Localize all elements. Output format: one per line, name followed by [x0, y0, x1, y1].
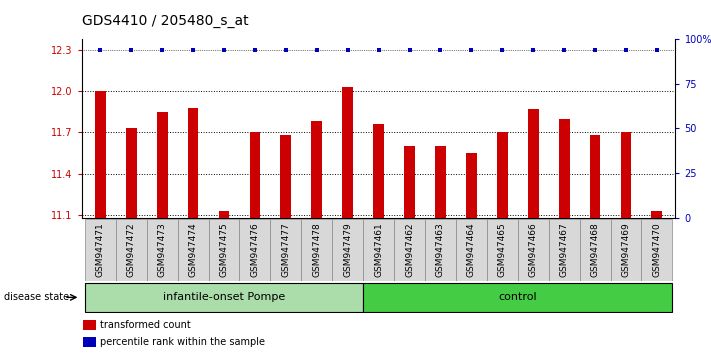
Text: infantile-onset Pompe: infantile-onset Pompe: [163, 292, 285, 302]
Bar: [301, 219, 332, 281]
Bar: [280, 135, 292, 218]
Bar: [559, 119, 570, 218]
Text: GSM947470: GSM947470: [653, 223, 661, 277]
Bar: [373, 124, 384, 218]
Bar: [311, 121, 322, 218]
Bar: [218, 211, 230, 218]
Text: GSM947474: GSM947474: [188, 223, 198, 277]
Point: [434, 47, 446, 53]
Point: [651, 47, 663, 53]
Point: [250, 47, 261, 53]
Bar: [518, 219, 549, 281]
Text: control: control: [498, 292, 537, 302]
Bar: [126, 129, 137, 218]
Text: GSM947477: GSM947477: [282, 223, 290, 277]
Point: [528, 47, 539, 53]
Bar: [394, 219, 425, 281]
Text: GSM947472: GSM947472: [127, 223, 136, 277]
Text: GSM947479: GSM947479: [343, 223, 352, 277]
Bar: [611, 219, 641, 281]
Point: [156, 47, 168, 53]
Point: [496, 47, 508, 53]
Point: [126, 47, 137, 53]
Text: GSM947466: GSM947466: [529, 223, 538, 277]
Bar: [363, 219, 394, 281]
Point: [558, 47, 570, 53]
Bar: [188, 108, 198, 218]
Point: [311, 47, 323, 53]
Text: GSM947463: GSM947463: [436, 223, 445, 277]
Point: [188, 47, 199, 53]
Text: GSM947468: GSM947468: [591, 223, 599, 277]
Text: GSM947476: GSM947476: [250, 223, 260, 277]
Bar: [404, 146, 415, 218]
Bar: [549, 219, 579, 281]
Bar: [466, 153, 477, 218]
Bar: [270, 219, 301, 281]
Point: [466, 47, 477, 53]
Text: GSM947464: GSM947464: [467, 223, 476, 277]
Bar: [621, 132, 631, 218]
Text: GSM947469: GSM947469: [621, 223, 631, 277]
Point: [373, 47, 384, 53]
Bar: [497, 132, 508, 218]
Text: GSM947462: GSM947462: [405, 223, 414, 277]
Bar: [116, 219, 146, 281]
Point: [218, 47, 230, 53]
Text: GSM947478: GSM947478: [312, 223, 321, 277]
Bar: [178, 219, 208, 281]
Text: GSM947471: GSM947471: [96, 223, 105, 277]
Text: GDS4410 / 205480_s_at: GDS4410 / 205480_s_at: [82, 14, 248, 28]
Text: GSM947461: GSM947461: [374, 223, 383, 277]
Bar: [83, 320, 96, 330]
Point: [280, 47, 292, 53]
Text: percentile rank within the sample: percentile rank within the sample: [100, 337, 264, 347]
Bar: [342, 87, 353, 218]
Bar: [85, 219, 116, 281]
Bar: [456, 219, 487, 281]
Bar: [579, 219, 611, 281]
Bar: [208, 219, 240, 281]
Text: transformed count: transformed count: [100, 320, 191, 330]
Point: [589, 47, 601, 53]
Bar: [250, 132, 260, 218]
Text: GSM947467: GSM947467: [560, 223, 569, 277]
Point: [342, 47, 353, 53]
Bar: [146, 219, 178, 281]
Bar: [487, 219, 518, 281]
Bar: [589, 135, 601, 218]
Point: [404, 47, 415, 53]
Bar: [83, 337, 96, 347]
Bar: [156, 112, 168, 218]
Bar: [95, 91, 106, 218]
Text: disease state: disease state: [4, 292, 69, 302]
Bar: [85, 283, 363, 312]
Bar: [528, 109, 539, 218]
Bar: [435, 146, 446, 218]
Bar: [641, 219, 673, 281]
Text: GSM947475: GSM947475: [220, 223, 228, 277]
Bar: [332, 219, 363, 281]
Text: GSM947465: GSM947465: [498, 223, 507, 277]
Point: [620, 47, 631, 53]
Bar: [425, 219, 456, 281]
Text: GSM947473: GSM947473: [158, 223, 166, 277]
Bar: [363, 283, 673, 312]
Bar: [651, 211, 663, 218]
Bar: [240, 219, 270, 281]
Point: [95, 47, 106, 53]
